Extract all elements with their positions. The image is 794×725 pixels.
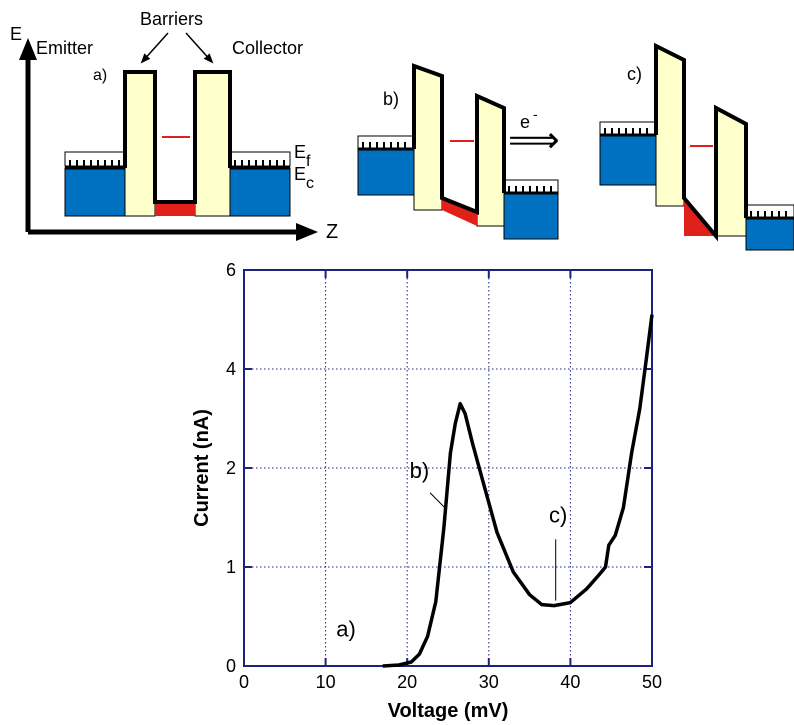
svg-text:c: c bbox=[306, 175, 314, 192]
x-tick-label: 20 bbox=[397, 672, 417, 692]
annotation-layer: a) b) c) bbox=[336, 458, 567, 641]
x-tick-label: 50 bbox=[642, 672, 662, 692]
barrier-left-b bbox=[413, 65, 443, 211]
barrier-pointer-left bbox=[140, 32, 169, 64]
band-diagram-c: c) bbox=[599, 42, 794, 251]
double-arrow-icon: ⟹ bbox=[508, 119, 560, 160]
svg-text:f: f bbox=[306, 153, 311, 170]
conduction-band-edge bbox=[123, 70, 232, 204]
collector-contact-b bbox=[503, 179, 559, 240]
iv-curve bbox=[382, 314, 654, 668]
barrier-right bbox=[194, 71, 231, 217]
panel-b-label: b) bbox=[383, 89, 399, 109]
annotation-label: a) bbox=[336, 616, 356, 641]
fermi-energy-label: E f bbox=[294, 142, 311, 170]
barrier-left-c bbox=[655, 45, 685, 207]
band-diagram-b: b) bbox=[357, 63, 559, 240]
position-axis-label: Z bbox=[326, 221, 338, 243]
emitter-contact bbox=[64, 151, 126, 217]
emitter-contact-b bbox=[357, 135, 415, 196]
y-tick-label: 6 bbox=[226, 260, 236, 280]
electron-arrow: e - ⟹ bbox=[508, 106, 560, 160]
y-tick-label: 2 bbox=[226, 458, 236, 478]
barrier-left bbox=[124, 71, 156, 217]
annotation-leader bbox=[429, 492, 446, 508]
x-tick-label: 10 bbox=[316, 672, 336, 692]
quantum-well bbox=[155, 202, 195, 216]
collector-contact bbox=[229, 151, 291, 217]
energy-axis-label: E bbox=[10, 24, 22, 44]
collector-label: Collector bbox=[232, 38, 303, 58]
barrier-right-c bbox=[715, 107, 747, 237]
annotation-label: c) bbox=[549, 502, 567, 527]
tick-layer: 0 10 20 30 40 50 0 1 2 4 6 bbox=[226, 260, 662, 692]
barrier-pointer-right bbox=[185, 32, 214, 64]
barriers-label: Barriers bbox=[140, 9, 203, 29]
collector-contact-c bbox=[745, 204, 794, 251]
conduction-edge-label: E c bbox=[294, 164, 314, 192]
x-tick-label: 30 bbox=[479, 672, 499, 692]
emitter-contact-c bbox=[599, 121, 657, 186]
panel-c-label: c) bbox=[627, 64, 642, 84]
conduction-band-edge-c bbox=[654, 42, 748, 242]
y-tick-label: 1 bbox=[226, 557, 236, 577]
band-diagram-a: E Z Emitter Barriers Collector a) bbox=[10, 9, 338, 243]
conduction-band-edge-b bbox=[412, 63, 506, 215]
panel-a-label: a) bbox=[93, 67, 107, 84]
electron-label: e bbox=[520, 112, 530, 132]
x-tick-label: 40 bbox=[560, 672, 580, 692]
emitter-label: Emitter bbox=[36, 38, 93, 58]
quantum-well-b bbox=[442, 198, 477, 226]
x-tick-label: 0 bbox=[239, 672, 249, 692]
electron-charge: - bbox=[533, 106, 538, 122]
y-axis-label: Current (nA) bbox=[191, 409, 213, 527]
x-axis-label: Voltage (mV) bbox=[388, 700, 509, 722]
y-tick-label: 4 bbox=[226, 359, 236, 379]
annotation-label: b) bbox=[410, 458, 430, 483]
y-tick-label: 0 bbox=[226, 656, 236, 676]
iv-chart: 0 10 20 30 40 50 0 1 2 4 6 a) b) c) Voltage (mV) Cur… bbox=[191, 260, 662, 722]
svg-text:E: E bbox=[294, 142, 306, 162]
barrier-right-b bbox=[476, 95, 505, 227]
svg-text:E: E bbox=[294, 164, 306, 184]
